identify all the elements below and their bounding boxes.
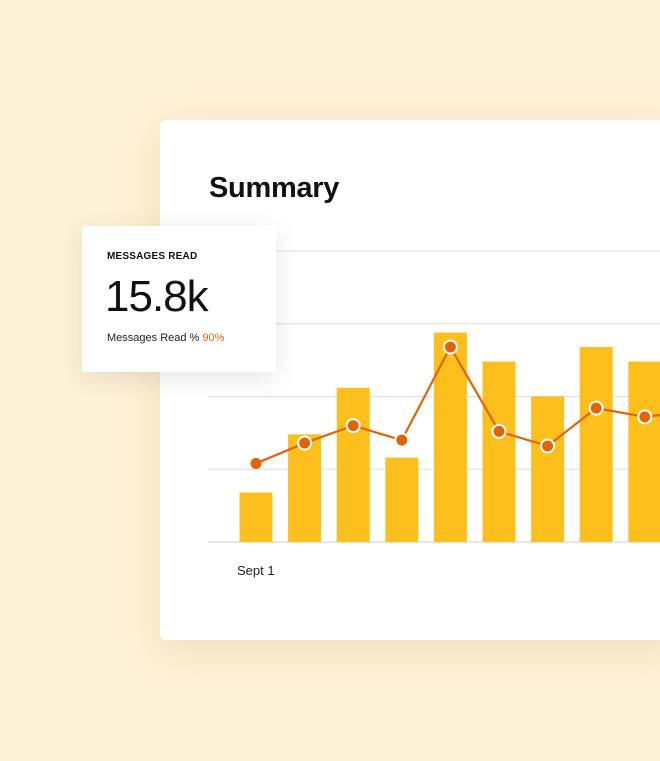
line-point bbox=[345, 418, 361, 434]
line-point bbox=[394, 432, 410, 448]
summary-card: Summary Sept 1 bbox=[160, 120, 660, 640]
bar bbox=[385, 457, 419, 542]
x-tick-label: Sept 1 bbox=[237, 563, 275, 578]
bar bbox=[579, 347, 613, 542]
messages-read-card: MESSAGES READ 15.8k Messages Read % 90% bbox=[82, 226, 276, 372]
line-point bbox=[588, 400, 604, 416]
line-point bbox=[297, 435, 313, 451]
line-point bbox=[540, 438, 556, 454]
metric-label: MESSAGES READ bbox=[107, 251, 198, 262]
bar bbox=[288, 434, 322, 542]
metric-subtext: Messages Read % 90% bbox=[107, 332, 224, 344]
bar bbox=[433, 332, 467, 542]
line-point bbox=[637, 409, 653, 425]
bar bbox=[531, 396, 565, 542]
bar bbox=[239, 492, 273, 542]
bar bbox=[628, 361, 660, 542]
bar bbox=[336, 387, 370, 542]
metric-sub-label: Messages Read % bbox=[107, 332, 200, 344]
line-point bbox=[250, 457, 262, 469]
bar bbox=[482, 361, 516, 542]
card-title: Summary bbox=[209, 172, 340, 204]
line-point bbox=[442, 339, 458, 355]
metric-percentage: 90% bbox=[202, 332, 225, 344]
line-point bbox=[491, 423, 507, 439]
metric-value: 15.8k bbox=[105, 272, 209, 321]
series-line bbox=[255, 345, 660, 465]
summary-chart: Sept 1 bbox=[208, 250, 660, 578]
